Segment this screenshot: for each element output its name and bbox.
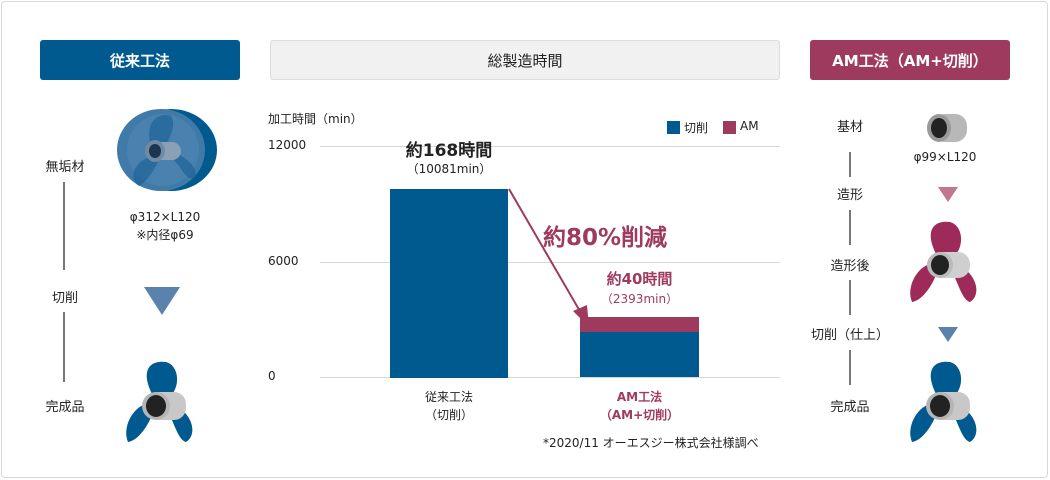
step-cutting: 切削 <box>51 291 78 306</box>
finished-propeller-icon <box>906 360 986 450</box>
bar-am-segment <box>580 317 699 332</box>
source-footnote: *2020/11 オーエスジー株式会社様調べ <box>543 436 759 450</box>
bar2-minutes-label: （2393min） <box>600 292 679 306</box>
y-tick-12000: 12000 <box>268 138 307 152</box>
down-triangle-icon <box>938 187 958 202</box>
bar-am-cutting-segment <box>580 332 699 377</box>
bar1-hours-label: 約168時間 <box>405 141 493 161</box>
step-finished: 完成品 <box>830 400 870 415</box>
step-finished: 完成品 <box>45 400 85 415</box>
x-label-conventional: 従来工法 （切削） <box>390 388 508 424</box>
am-method-header: AM工法（AM+切削） <box>810 40 1010 80</box>
down-triangle-icon <box>938 327 958 342</box>
gridline-12000 <box>320 146 780 147</box>
header-label: 総製造時間 <box>487 51 563 70</box>
process-line <box>849 210 851 245</box>
process-line <box>63 312 65 382</box>
legend-label-cutting: 切削 <box>684 121 709 135</box>
bar1-minutes-label: （10081min） <box>406 162 492 176</box>
step-solid-material: 無垢材 <box>45 160 85 175</box>
legend-swatch-cutting <box>667 121 680 134</box>
conventional-method-header: 従来工法 <box>40 40 240 80</box>
x-label-line: （切削） <box>424 408 473 422</box>
pipe-blank-icon <box>925 110 971 150</box>
printed-propeller-icon <box>906 220 986 310</box>
solid-disc-propeller-icon <box>113 108 219 196</box>
x-label-line: （AM+切削） <box>599 408 680 422</box>
down-triangle-icon <box>144 287 180 315</box>
process-line <box>849 280 851 315</box>
inner-diameter-caption: ※内径φ69 <box>136 228 194 242</box>
x-label-line: 従来工法 <box>424 390 473 404</box>
y-axis-label: 加工時間（min） <box>268 112 363 126</box>
process-line <box>849 350 851 385</box>
legend-swatch-am <box>723 121 736 134</box>
header-label: AM工法（AM+切削） <box>832 51 988 70</box>
gridline-6000 <box>320 262 780 263</box>
y-tick-6000: 6000 <box>268 254 299 268</box>
process-line <box>63 182 65 270</box>
finished-propeller-icon <box>122 360 202 450</box>
step-after-forming: 造形後 <box>830 259 870 274</box>
header-label: 従来工法 <box>109 51 170 70</box>
total-manufacturing-time-header: 総製造時間 <box>270 40 780 80</box>
step-finish-cutting: 切削（仕上） <box>810 328 889 343</box>
x-label-am: AM工法 （AM+切削） <box>580 388 699 424</box>
step-forming: 造形 <box>836 188 863 203</box>
base-material-size-caption: φ99×L120 <box>913 150 977 164</box>
process-line <box>849 152 851 177</box>
reduction-label: 約80%削減 <box>543 225 668 251</box>
bar2-hours-label: 約40時間 <box>606 270 673 288</box>
legend-label-am: AM <box>740 119 759 133</box>
material-size-caption: φ312×L120 <box>129 210 201 224</box>
gridline-0 <box>320 377 780 378</box>
bar-conventional-cutting <box>390 189 508 378</box>
step-base-material: 基材 <box>836 120 863 135</box>
reduction-arrow-icon <box>508 188 589 327</box>
y-tick-0: 0 <box>268 369 276 383</box>
x-label-line: AM工法 <box>616 390 663 404</box>
